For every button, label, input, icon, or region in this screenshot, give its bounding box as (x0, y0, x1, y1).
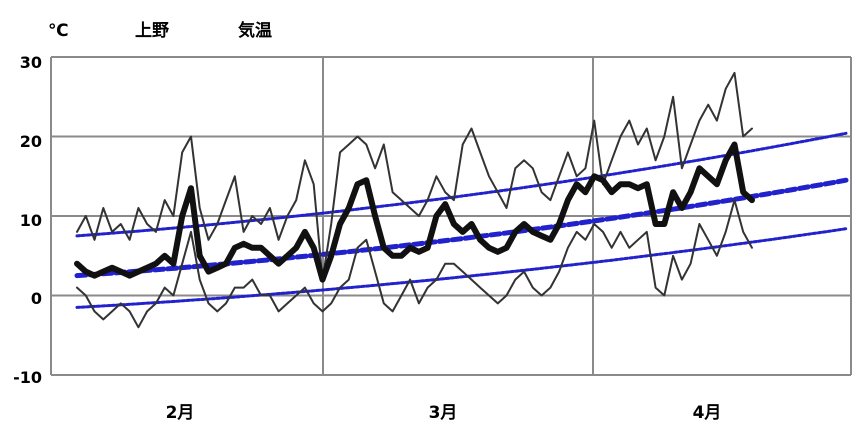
daily-mean-line (74, 141, 755, 283)
y-unit-label: ℃ (48, 21, 69, 41)
daily-max-line (76, 71, 753, 281)
normal-min-line (75, 227, 848, 309)
month-label-apr: 4月 (693, 403, 722, 422)
series-group (74, 71, 849, 329)
y-tick-label: 0 (31, 289, 42, 308)
chart-subtitle: 気温 (237, 20, 272, 41)
y-tick-label: 30 (20, 53, 42, 72)
y-tick-label: 20 (20, 132, 42, 151)
chart-title: 上野 (135, 21, 169, 41)
daily-min-line (76, 199, 753, 329)
y-tick-label: 10 (20, 211, 42, 230)
month-label-feb: 2月 (166, 403, 195, 422)
month-label-mar: 3月 (429, 403, 458, 422)
y-tick-label: -10 (13, 368, 42, 387)
